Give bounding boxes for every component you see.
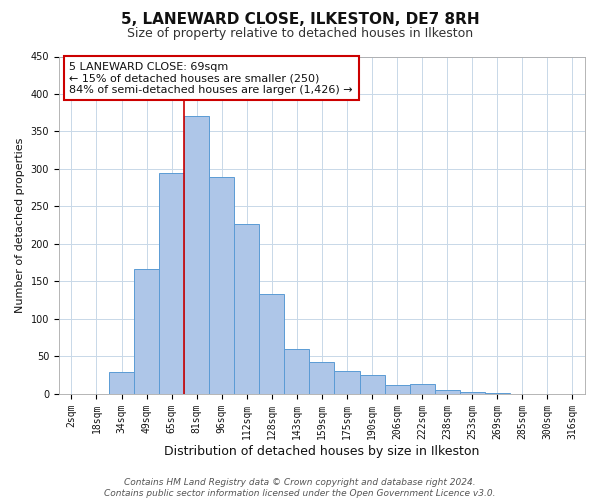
Bar: [109, 372, 134, 394]
Bar: [359, 375, 385, 394]
Text: 5, LANEWARD CLOSE, ILKESTON, DE7 8RH: 5, LANEWARD CLOSE, ILKESTON, DE7 8RH: [121, 12, 479, 28]
Y-axis label: Number of detached properties: Number of detached properties: [15, 138, 25, 313]
Bar: [184, 116, 209, 394]
Bar: [410, 384, 434, 394]
Bar: [385, 385, 410, 394]
Bar: [485, 393, 510, 394]
Bar: [284, 349, 310, 394]
Bar: [159, 172, 184, 394]
Bar: [134, 268, 159, 394]
Bar: [234, 224, 259, 394]
Bar: [310, 362, 334, 394]
Bar: [209, 177, 234, 394]
Bar: [259, 294, 284, 394]
X-axis label: Distribution of detached houses by size in Ilkeston: Distribution of detached houses by size …: [164, 444, 479, 458]
Text: Contains HM Land Registry data © Crown copyright and database right 2024.
Contai: Contains HM Land Registry data © Crown c…: [104, 478, 496, 498]
Text: Size of property relative to detached houses in Ilkeston: Size of property relative to detached ho…: [127, 28, 473, 40]
Bar: [334, 372, 359, 394]
Bar: [460, 392, 485, 394]
Text: 5 LANEWARD CLOSE: 69sqm
← 15% of detached houses are smaller (250)
84% of semi-d: 5 LANEWARD CLOSE: 69sqm ← 15% of detache…: [70, 62, 353, 95]
Bar: [434, 390, 460, 394]
